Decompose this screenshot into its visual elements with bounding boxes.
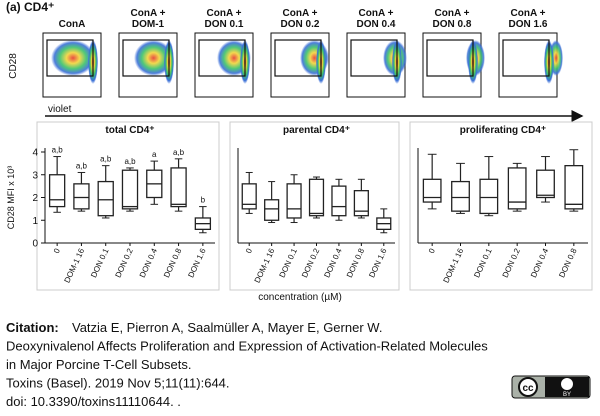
box xyxy=(564,164,584,210)
flow-title: ConA + xyxy=(131,8,166,19)
box xyxy=(286,183,302,219)
x-tick-label: DON 0.2 xyxy=(501,247,523,280)
y-tick-label: 2 xyxy=(32,193,38,204)
x-tick-label: DON 0.8 xyxy=(162,247,184,280)
x-tick-label: DON 1.6 xyxy=(186,247,208,280)
license-badge: cc BY xyxy=(511,375,591,399)
flow-y-label: CD28 xyxy=(8,53,19,79)
flow-title: ConA + xyxy=(435,8,470,19)
flow-title: DON 0.8 xyxy=(433,19,472,30)
gate xyxy=(198,39,246,77)
chart-title: total CD4⁺ xyxy=(105,125,154,136)
box xyxy=(331,185,347,217)
box xyxy=(264,199,280,221)
significance-label: a,b xyxy=(173,148,185,157)
x-tick-label: DON 0.1 xyxy=(278,247,300,280)
citation-line: doi: 10.3390/toxins11110644. . xyxy=(6,394,181,409)
significance-label: a,b xyxy=(76,161,88,170)
x-tick-label: DON 0.2 xyxy=(114,247,136,280)
x-tick-label: DOM-1 16 xyxy=(62,247,86,285)
x-tick-label: DON 0.8 xyxy=(345,247,367,280)
flow-title: ConA xyxy=(59,19,86,30)
panel-frame xyxy=(36,121,220,291)
x-tick-label: 0 xyxy=(52,247,62,255)
box xyxy=(121,169,139,210)
flow-title: ConA + xyxy=(511,8,546,19)
chart-title: parental CD4⁺ xyxy=(283,125,350,136)
x-tick-label: DON 1.6 xyxy=(367,247,389,280)
x-tick-label: DOM-1 16 xyxy=(253,247,277,285)
citation-line: Vatzia E, Pierron A, Saalmüller A, Mayer… xyxy=(72,320,382,335)
panel-frame xyxy=(229,121,400,291)
citation-line: in Major Porcine T-Cell Subsets. xyxy=(6,357,191,372)
flow-density xyxy=(134,40,173,76)
y-tick-label: 1 xyxy=(32,216,38,227)
citation-line: Toxins (Basel). 2019 Nov 5;11(11):644. xyxy=(6,376,230,391)
significance-label: a,b xyxy=(100,155,112,164)
panel-label: (a) CD4⁺ xyxy=(6,0,54,14)
gate xyxy=(350,39,398,77)
flow-title: DON 1.6 xyxy=(509,19,548,30)
gate xyxy=(122,39,170,77)
box xyxy=(241,183,257,210)
x-label: concentration (µM) xyxy=(258,292,342,303)
box xyxy=(422,178,442,203)
box xyxy=(451,180,470,212)
significance-label: a,b xyxy=(52,146,64,155)
citation-label: Citation: xyxy=(6,320,59,335)
by-text: BY xyxy=(563,392,571,398)
box xyxy=(73,183,90,210)
x-tick-label: DON 0.4 xyxy=(138,247,160,280)
y-tick-label: 4 xyxy=(32,148,38,159)
cc-text: cc xyxy=(522,383,534,394)
gate xyxy=(274,39,322,77)
flow-title: ConA + xyxy=(283,8,318,19)
y-tick-label: 0 xyxy=(32,239,38,250)
box xyxy=(170,167,187,208)
box xyxy=(479,178,499,215)
flow-title: DON 0.4 xyxy=(357,19,396,30)
box xyxy=(507,167,527,210)
box xyxy=(353,190,369,217)
significance-label: a xyxy=(152,150,157,159)
y-label: CD28 MFI x 10³ xyxy=(6,166,16,230)
flow-title: DON 0.1 xyxy=(205,19,244,30)
flow-density xyxy=(51,40,95,76)
flow-x-label: violet xyxy=(48,104,72,115)
panel-frame xyxy=(409,121,593,291)
cc-circle xyxy=(518,377,538,397)
x-tick-label: DON 0.1 xyxy=(472,247,494,280)
gate xyxy=(426,39,474,77)
x-tick-label: 0 xyxy=(427,247,437,255)
citation: Citation: Vatzia E, Pierron A, Saalmüller… xyxy=(6,320,488,409)
x-tick-label: DON 0.1 xyxy=(89,247,111,280)
gate xyxy=(502,39,550,77)
x-tick-label: DOM-1 16 xyxy=(442,247,466,285)
significance-label: a,b xyxy=(124,157,136,166)
x-tick-label: 0 xyxy=(244,247,254,255)
box xyxy=(536,169,555,199)
y-tick-label: 3 xyxy=(32,170,38,181)
flow-title: ConA + xyxy=(207,8,242,19)
box xyxy=(48,174,66,208)
x-tick-label: DON 0.8 xyxy=(557,247,579,280)
flow-title: ConA + xyxy=(359,8,394,19)
box xyxy=(97,180,114,217)
chart-title: proliferating CD4⁺ xyxy=(460,125,546,136)
flow-title: DOM-1 xyxy=(132,19,165,30)
significance-label: b xyxy=(201,196,206,205)
by-circle xyxy=(561,378,573,390)
box xyxy=(308,178,325,217)
box-plots: total CD4⁺ 0 1 2 3 4 CD28 MFI x 10³ 0 a,b DOM-1 1… xyxy=(6,121,593,303)
citation-line: Deoxynivalenol Affects Proliferation and… xyxy=(6,339,488,354)
x-tick-label: DON 0.2 xyxy=(300,247,322,280)
flow-title: DON 0.2 xyxy=(281,19,320,30)
x-tick-label: DON 0.4 xyxy=(322,247,344,280)
x-tick-label: DON 0.4 xyxy=(529,247,551,280)
gate xyxy=(46,39,94,77)
